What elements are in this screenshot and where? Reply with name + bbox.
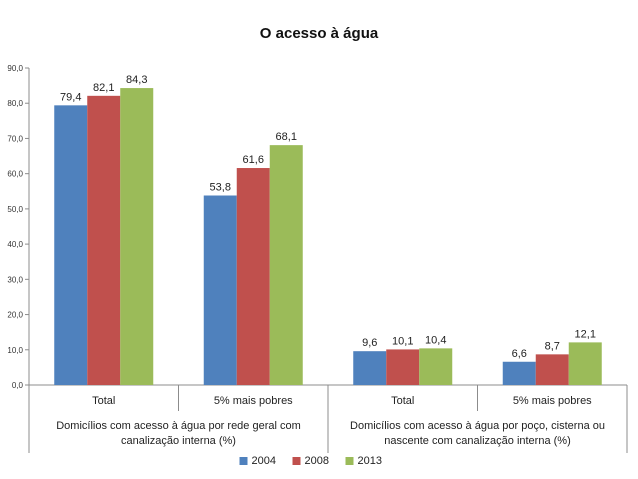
legend-entry: 2008: [305, 455, 329, 467]
bar-2013-3: [568, 342, 602, 385]
legend-swatch-2004: [239, 457, 248, 465]
bars-layer: [54, 88, 602, 386]
legend: 2004 2008 2013: [239, 455, 382, 467]
data-label: 10,1: [392, 335, 413, 347]
y-tick-label: 40,0: [7, 240, 23, 249]
bar-2004-3: [502, 361, 536, 385]
data-label: 10,4: [425, 334, 446, 346]
y-tick-label: 70,0: [7, 134, 23, 143]
chart-title: O acesso à água: [260, 25, 379, 42]
data-label: 9,6: [362, 337, 377, 349]
group-label-line: nascente com canalização interna (%): [384, 435, 570, 447]
bar-2004-1: [203, 195, 237, 385]
x-tick-label: Total: [92, 395, 115, 407]
value-labels-layer: 79,4 53,8 9,6 6,6 82,1 61,6 10,1 8,7 84,3 68,1 10,…: [60, 74, 596, 360]
group-label-line: Domicílios com acesso à água por poço, c…: [350, 420, 605, 432]
data-label: 82,1: [93, 82, 114, 94]
bar-2008-3: [535, 354, 569, 385]
data-label: 53,8: [210, 182, 231, 194]
group-label-line: Domicílios com acesso à água por rede ge…: [56, 420, 301, 432]
bar-2008-2: [386, 349, 420, 385]
data-label: 61,6: [243, 154, 264, 166]
x-tick-label: Total: [391, 395, 414, 407]
y-tick-label: 30,0: [7, 275, 23, 284]
legend-entry: 2004: [252, 455, 276, 467]
data-label: 84,3: [126, 74, 147, 86]
bar-2013-0: [120, 88, 154, 386]
data-label: 6,6: [512, 348, 527, 360]
category-labels-layer: Total 5% mais pobres Total 5% mais pobres Do…: [56, 395, 605, 447]
legend-swatch-2008: [292, 457, 301, 465]
axis-layer: 0,0 10,0 20,0 30,0 40,0 50,0 60,0 70,0 80,0 90,0: [7, 64, 628, 453]
y-tick-label: 90,0: [7, 64, 23, 73]
data-label: 8,7: [545, 340, 560, 352]
bar-2013-2: [419, 348, 453, 385]
x-tick-label: 5% mais pobres: [214, 395, 293, 407]
x-tick-label: 5% mais pobres: [513, 395, 592, 407]
y-tick-label: 0,0: [12, 381, 24, 390]
bar-2004-0: [54, 105, 88, 385]
y-tick-label: 50,0: [7, 205, 23, 214]
data-label: 68,1: [276, 131, 297, 143]
bar-2008-0: [87, 95, 121, 385]
y-tick-label: 60,0: [7, 170, 23, 179]
y-tick-label: 80,0: [7, 99, 23, 108]
bar-2013-1: [269, 145, 303, 385]
legend-entry: 2013: [358, 455, 382, 467]
group-label-line: canalização interna (%): [121, 435, 236, 447]
y-tick-label: 20,0: [7, 311, 23, 320]
data-label: 12,1: [575, 328, 596, 340]
legend-swatch-2013: [345, 457, 354, 465]
bar-2008-1: [236, 168, 270, 385]
y-tick-label: 10,0: [7, 346, 23, 355]
data-label: 79,4: [60, 91, 81, 103]
bar-2004-2: [353, 351, 387, 385]
